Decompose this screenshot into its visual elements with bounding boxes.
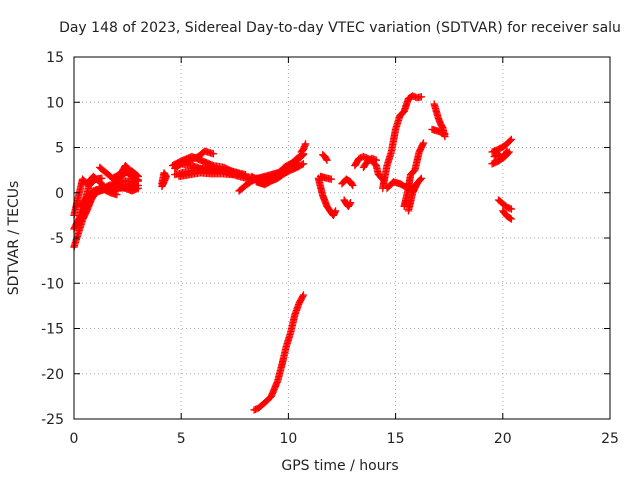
data-point xyxy=(299,160,308,168)
data-point xyxy=(322,155,330,163)
data-point xyxy=(507,215,516,223)
data-point xyxy=(113,190,121,199)
data-point xyxy=(349,181,357,190)
y-tick-label: -10 xyxy=(41,276,64,292)
data-point xyxy=(323,156,331,164)
series-arc-25 xyxy=(340,196,355,210)
series-arc-20 xyxy=(250,291,308,414)
data-point xyxy=(419,139,428,147)
y-tick-label: 10 xyxy=(46,95,64,111)
data-point xyxy=(346,200,354,208)
series-arc-28 xyxy=(379,92,425,192)
data-point xyxy=(209,150,218,158)
data-point xyxy=(417,93,425,101)
series-arc-14 xyxy=(177,160,250,179)
data-point xyxy=(299,291,308,299)
data-point xyxy=(438,122,446,131)
data-point xyxy=(348,180,356,188)
series-arc-34 xyxy=(488,135,516,156)
series-arc-22 xyxy=(316,172,335,183)
data-point xyxy=(295,161,303,170)
x-tick-label: 25 xyxy=(601,431,619,447)
series-arc-23 xyxy=(319,151,331,164)
data-point xyxy=(133,171,141,180)
data-point xyxy=(416,175,425,184)
axis-ticks: 0 5 10 15 20 25 -25 -20 -15 -10 -5 0 5 10 15 xyxy=(41,50,619,447)
series-arc-38 xyxy=(499,207,516,223)
x-tick-label: 20 xyxy=(494,431,512,447)
data-point xyxy=(417,174,425,182)
data-point xyxy=(502,148,511,156)
data-point xyxy=(241,171,250,179)
chart-title: Day 148 of 2023, Sidereal Day-to-day VTE… xyxy=(59,20,621,36)
data-point xyxy=(503,147,511,155)
series-arc-21 xyxy=(314,174,340,220)
series-arc-31 xyxy=(404,174,425,215)
x-tick-label: 0 xyxy=(70,431,79,447)
data-point xyxy=(507,205,516,213)
x-axis-label: GPS time / hours xyxy=(281,458,398,474)
series-arc-5 xyxy=(78,174,106,215)
data-point xyxy=(331,207,340,215)
data-point xyxy=(507,135,516,144)
series-arc-27 xyxy=(359,154,380,172)
series-arc-26 xyxy=(351,152,387,183)
data-point xyxy=(126,166,134,174)
data-point xyxy=(301,140,310,148)
series-arc-19 xyxy=(297,140,310,156)
data-point xyxy=(506,136,514,145)
series-arc-33 xyxy=(428,125,449,138)
x-tick-label: 10 xyxy=(279,431,297,447)
data-point xyxy=(506,214,514,222)
series-arc-24 xyxy=(338,175,357,190)
data-point xyxy=(441,130,449,138)
y-axis-label: SDTVAR / TECUs xyxy=(6,181,22,296)
y-tick-label: -5 xyxy=(50,231,64,247)
data-point xyxy=(125,165,133,173)
series-arc-18 xyxy=(274,151,308,179)
data-point xyxy=(298,160,306,169)
y-tick-label: -25 xyxy=(41,412,64,428)
data-point xyxy=(134,184,142,192)
series-arc-9 xyxy=(158,169,170,191)
series-arc-37 xyxy=(494,196,516,213)
y-tick-label: -20 xyxy=(41,367,64,383)
x-tick-label: 5 xyxy=(177,431,186,447)
data-point xyxy=(346,199,355,207)
series-arc-8 xyxy=(113,161,134,183)
x-tick-label: 15 xyxy=(387,431,405,447)
data-point xyxy=(134,172,142,181)
y-tick-label: 0 xyxy=(55,186,64,202)
grid-layer xyxy=(74,57,610,419)
data-point xyxy=(98,174,106,182)
y-tick-label: -15 xyxy=(41,322,64,338)
y-tick-label: 5 xyxy=(55,141,64,157)
data-point xyxy=(327,175,335,183)
data-point xyxy=(372,156,380,164)
series-arc-30 xyxy=(400,139,428,210)
y-tick-label: 15 xyxy=(46,50,64,66)
data-marks xyxy=(70,92,516,414)
series-arc-36 xyxy=(490,147,511,163)
data-point xyxy=(158,180,166,188)
